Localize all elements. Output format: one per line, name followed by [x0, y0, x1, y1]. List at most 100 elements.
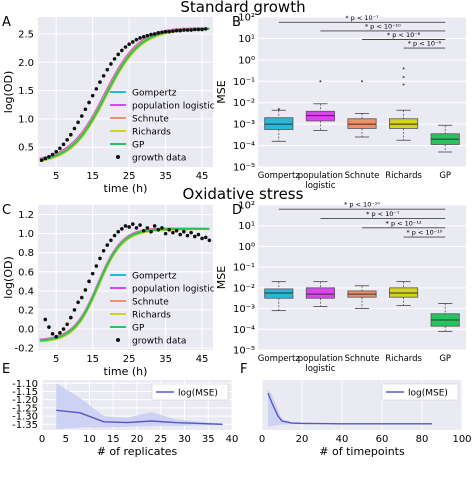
panel-b-category-label: Schnute	[345, 171, 380, 181]
panel-d-ytick-label: 10⁻³	[233, 304, 255, 315]
panel-b-category-label: logistic	[305, 181, 335, 191]
panel-e-xtick-label: 35	[202, 434, 215, 445]
panel-b-ytick-label: 10⁻²	[233, 98, 255, 109]
panel-c-legend-label-schnute: Schnute	[132, 298, 169, 308]
panel-b-ytick-label: 10⁻⁴	[233, 141, 255, 152]
panel-c-xtick-label: 35	[159, 354, 172, 365]
panel-a-ytick-label: 2.5	[18, 29, 34, 40]
panel-a-growth-data-point	[152, 32, 157, 36]
panel-d-ytick-label: 10²	[238, 201, 255, 212]
panel-label-d: D	[232, 203, 242, 218]
panel-e-legend-label-log-mse: log(MSE)	[178, 389, 218, 399]
panel-f-xtick-label: 80	[416, 434, 429, 445]
panel-a-growth-data-point	[98, 80, 102, 84]
panel-b-richards-flier	[402, 83, 405, 86]
panel-c-growth-data-point	[163, 231, 168, 236]
panel-b-ytick-label: 10⁻⁵	[233, 163, 255, 174]
panel-c-growth-data-point	[130, 222, 135, 226]
panel-f-xtick-label: 0	[259, 434, 265, 445]
panel-a-growth-data-point	[112, 57, 117, 61]
panel-d-significance-label: * p < 10⁻⁷	[366, 210, 400, 218]
panel-a-legend-label-population-logistic: population logistic	[132, 102, 215, 112]
section-title-standard-growth: Standard growth	[180, 0, 305, 16]
panel-c-ytick-label: 1.0	[18, 229, 34, 240]
panel-c-growth-data-point	[127, 225, 131, 229]
panel-a-growth-data-point	[90, 93, 95, 98]
panel-c-growth-data-point	[94, 264, 99, 268]
panel-a-legend-label-schnute: Schnute	[132, 115, 169, 125]
panel-c-growth-data-point	[185, 233, 190, 238]
panel-c-growth-data-point	[116, 229, 121, 234]
panel-c-ytick-label: 0.6	[18, 267, 34, 278]
panel-b-schnute-box	[347, 118, 377, 129]
panel-f-xtick-label: 20	[296, 434, 309, 445]
panel-e-xlabel: # of replicates	[97, 445, 178, 458]
panel-c-growth-data-point	[141, 228, 146, 233]
panel-a-legend-label-gp: GP	[132, 141, 145, 151]
panel-d-significance-label: * p < 10⁻¹⁰	[344, 201, 380, 209]
panel-a-growth-data-point	[72, 126, 77, 131]
panel-c-growth-data-point	[98, 256, 102, 261]
panel-a-growth-data-point	[141, 35, 146, 39]
panel-c-growth-data-point	[182, 229, 186, 234]
panel-c-growth-data-point	[69, 315, 73, 320]
panel-e-xtick-label: 0	[39, 434, 45, 445]
panel-c-growth-data-point	[109, 238, 113, 243]
panel-c-growth-data-point	[156, 228, 161, 232]
panel-a-growth-data-point	[94, 87, 99, 91]
panel-c-growth-data-point	[134, 226, 139, 230]
panel-a-growth-data-point	[138, 36, 142, 40]
panel-c-growth-data-point	[160, 226, 164, 230]
panel-a-legend-swatch-growth-data	[116, 155, 120, 159]
panel-c-ytick-label: 0.4	[18, 286, 34, 297]
panel-b-richards-box	[389, 118, 419, 129]
panel-b-significance-label: * p < 10⁻⁶	[408, 40, 442, 48]
panel-c-growth-data-point	[167, 228, 172, 232]
panel-c-growth-data-point	[43, 317, 48, 322]
panel-d-gompertz-box	[264, 288, 294, 299]
panel-a-growth-data-point	[182, 28, 186, 32]
panel-a-growth-data-point	[39, 158, 44, 163]
panel-d-ylabel: MSE	[215, 266, 228, 289]
panel-c-growth-data-point	[200, 236, 204, 241]
panel-e-ytick-label: -1.10	[12, 379, 38, 390]
panel-a-growth-data-point	[120, 48, 124, 53]
panel-a-legend-label-richards: Richards	[132, 128, 171, 138]
panel-c-growth-data-point	[196, 232, 201, 237]
panel-a-growth-data-point	[61, 142, 66, 147]
panel-b-category-label: Richards	[385, 171, 422, 181]
panel-d-category-label: Gompertz	[258, 354, 301, 364]
panel-e-ytick-label: -1.15	[12, 387, 38, 398]
panel-d-ytick-label: 10¹	[238, 221, 255, 232]
panel-a-growth-data-point	[65, 138, 69, 142]
panel-c-growth-data-point	[76, 300, 80, 305]
panel-a-growth-data-point	[127, 42, 131, 46]
panel-a-growth-data-point	[58, 146, 62, 151]
panel-d-ytick-label: 10⁻¹	[233, 263, 255, 274]
panel-c-xtick-label: 15	[86, 354, 99, 365]
panel-a-growth-data-point	[76, 120, 80, 125]
panel-a-ytick-label: 2.0	[18, 58, 34, 69]
panel-c-series-gp	[39, 227, 210, 342]
panel-c-growth-data-point	[145, 226, 150, 230]
panel-c-legend-label-growth-data: growth data	[132, 337, 186, 347]
panel-e-xtick-label: 20	[131, 434, 144, 445]
panel-f-xtick-label: 100	[452, 434, 471, 445]
panel-c-ytick-label: 0.8	[18, 248, 34, 259]
panel-label-e: E	[2, 362, 10, 377]
panel-c-ytick-label: 1.2	[18, 210, 34, 221]
panel-e-xtick-label: 5	[63, 434, 69, 445]
panel-d-background	[258, 205, 466, 350]
panel-d-category-label: population	[298, 354, 343, 364]
panel-a-growth-data-point	[185, 28, 190, 32]
panel-c-growth-data-point	[174, 228, 179, 233]
panel-a-xtick-label: 5	[53, 171, 59, 182]
panel-c-legend-label-gp: GP	[132, 324, 145, 334]
panel-a-growth-data-point	[203, 27, 208, 31]
panel-b-significance-label: * p < 10⁻¹⁰	[365, 22, 401, 30]
panel-a-growth-data-point	[101, 74, 106, 78]
panel-a-legend-label-gompertz: Gompertz	[132, 89, 177, 99]
panel-c-ytick-label: 0.0	[18, 325, 34, 336]
panel-d-category-label: Schnute	[345, 354, 380, 364]
panel-c-growth-data-point	[65, 322, 69, 327]
